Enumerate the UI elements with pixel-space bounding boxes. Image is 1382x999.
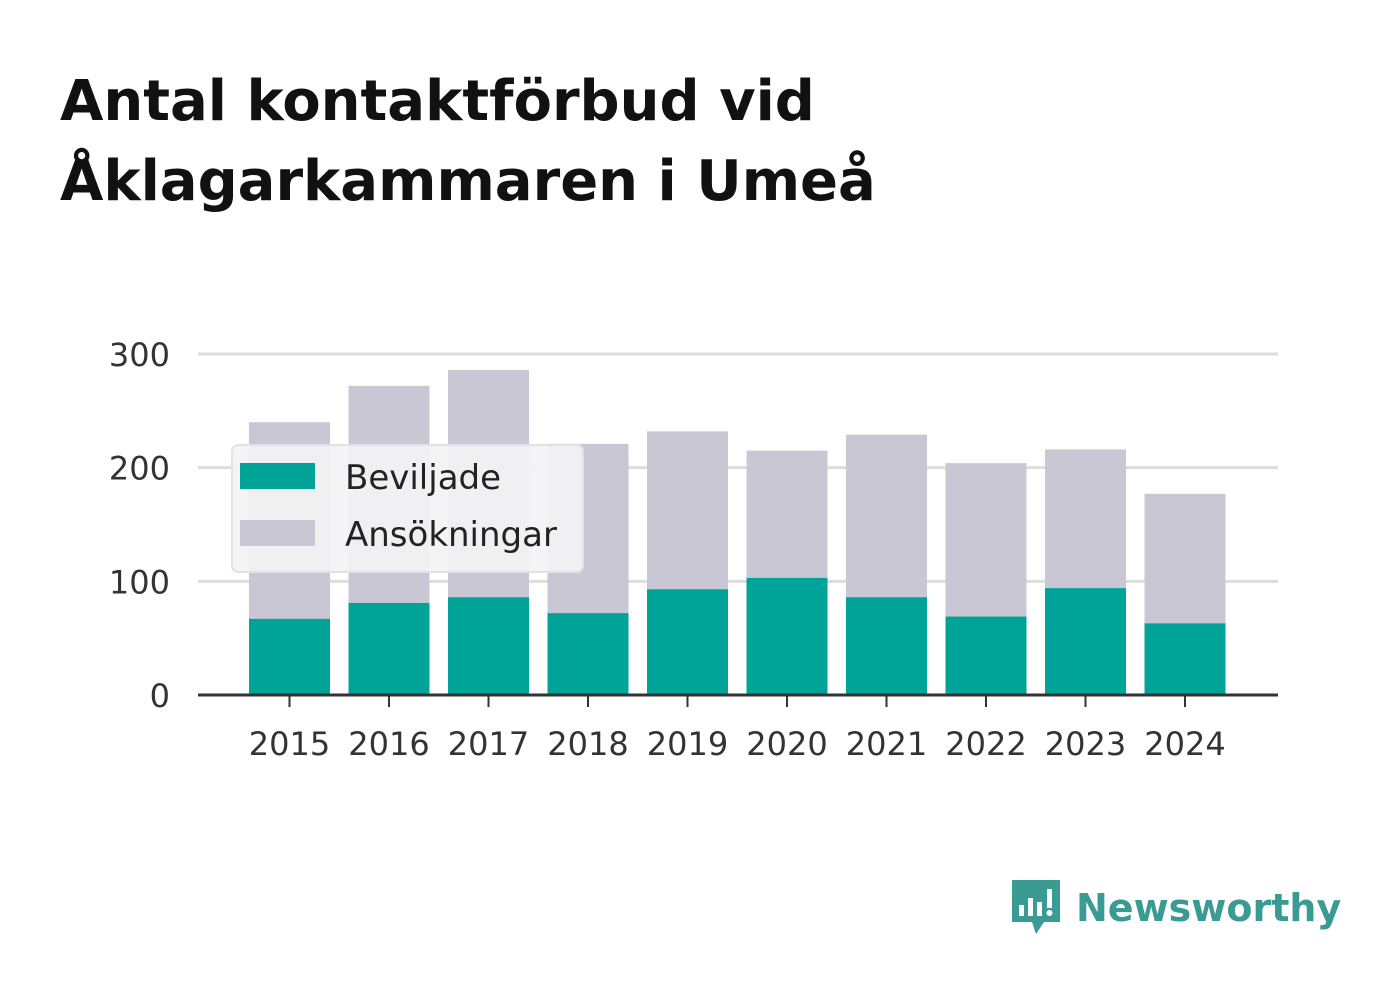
newsworthy-logo-icon xyxy=(1012,880,1060,934)
brand-logo: Newsworthy xyxy=(1010,878,1341,938)
legend-swatch-ansokningar xyxy=(240,520,315,546)
bar-beviljade-2016 xyxy=(348,602,430,695)
bar-beviljade-2021 xyxy=(846,597,927,695)
bar-beviljade-2017 xyxy=(448,597,529,695)
bar-beviljade-2024 xyxy=(1144,623,1226,695)
x-tick-label-2019: 2019 xyxy=(647,725,728,763)
chart-title-line-1: Antal kontaktförbud vid xyxy=(60,69,815,134)
bar-beviljade-2019 xyxy=(647,589,728,695)
legend-swatch-beviljade xyxy=(240,463,315,489)
bar-beviljade-2015 xyxy=(249,618,330,695)
brand-name: Newsworthy xyxy=(1076,886,1342,930)
bar-beviljade-2020 xyxy=(746,577,828,695)
x-tick-label-2022: 2022 xyxy=(945,725,1026,763)
x-tick-label-2016: 2016 xyxy=(348,725,429,763)
x-tick-label-2018: 2018 xyxy=(547,725,628,763)
bar-beviljade-2023 xyxy=(1045,588,1126,695)
x-tick-label-2023: 2023 xyxy=(1045,725,1126,763)
x-tick-label-2020: 2020 xyxy=(746,725,827,763)
x-tick-label-2017: 2017 xyxy=(448,725,529,763)
bar-beviljade-2022 xyxy=(945,616,1027,695)
x-tick-label-2021: 2021 xyxy=(846,725,927,763)
legend-label-ansokningar: Ansökningar xyxy=(345,515,557,555)
legend-box xyxy=(231,444,584,573)
y-tick-label: 100 xyxy=(109,563,170,601)
x-tick-label-2024: 2024 xyxy=(1144,725,1225,763)
chart-title-line-2: Åklagarkammaren i Umeå xyxy=(60,149,876,214)
y-tick-label: 200 xyxy=(109,450,170,488)
y-tick-label: 0 xyxy=(150,677,170,715)
y-tick-label: 300 xyxy=(109,336,170,374)
bar-beviljade-2018 xyxy=(547,613,629,695)
chart-title: Antal kontaktförbud vid Åklagarkammaren … xyxy=(60,62,1160,222)
legend-label-beviljade: Beviljade xyxy=(345,458,501,498)
x-tick-label-2015: 2015 xyxy=(249,725,330,763)
